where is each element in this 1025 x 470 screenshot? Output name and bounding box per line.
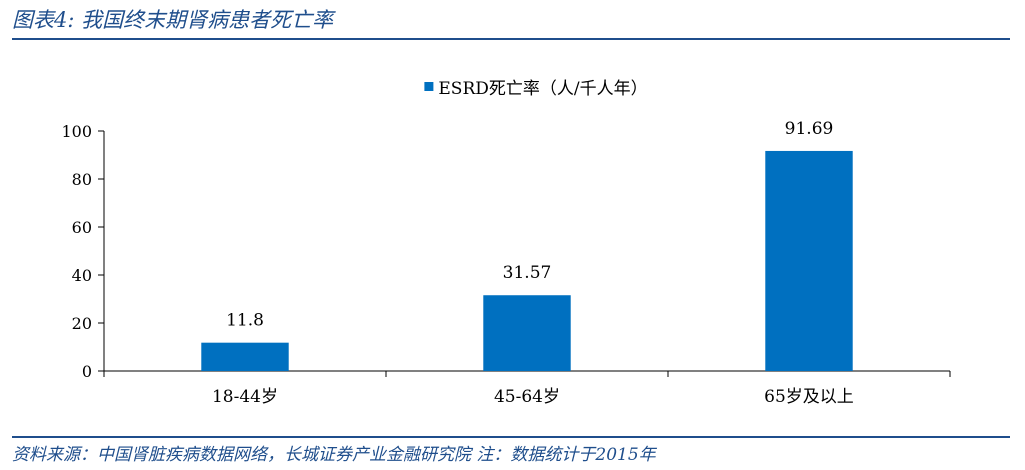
title-divider	[12, 38, 1010, 40]
legend-swatch	[424, 82, 434, 91]
page-title: 图表4: 我国终末期肾病患者死亡率	[12, 8, 334, 32]
bar	[201, 342, 289, 371]
x-tick-label: 45-64岁	[494, 387, 560, 407]
y-tick-label: 40	[72, 266, 92, 285]
x-tick-label: 65岁及以上	[764, 387, 854, 407]
y-tick-label: 60	[72, 218, 92, 237]
y-tick-label: 80	[72, 170, 92, 189]
data-label: 11.8	[226, 311, 264, 331]
source-note: 资料来源：中国肾脏疾病数据网络，长城证券产业金融研究院 注：数据统计于2015年	[12, 445, 656, 465]
y-tick-label: 0	[82, 362, 92, 381]
bar	[483, 295, 571, 371]
legend-label: ESRD死亡率（人/千人年）	[438, 79, 647, 99]
y-tick-label: 100	[61, 122, 92, 141]
bar	[765, 150, 853, 371]
data-label: 31.57	[503, 263, 552, 283]
x-tick-label: 18-44岁	[212, 387, 278, 407]
footer-divider	[12, 436, 1010, 438]
y-tick-label: 20	[72, 314, 92, 333]
data-label: 91.69	[785, 119, 834, 139]
